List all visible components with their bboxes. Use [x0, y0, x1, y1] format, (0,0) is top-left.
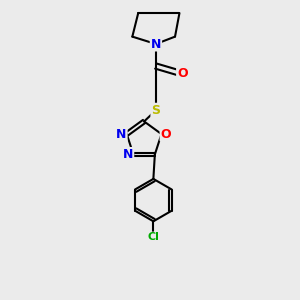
- Text: O: O: [177, 67, 188, 80]
- Text: S: S: [152, 104, 160, 117]
- Text: Cl: Cl: [147, 232, 159, 242]
- Text: O: O: [160, 128, 171, 141]
- Text: N: N: [151, 38, 161, 50]
- Text: N: N: [116, 128, 127, 141]
- Text: N: N: [123, 148, 133, 161]
